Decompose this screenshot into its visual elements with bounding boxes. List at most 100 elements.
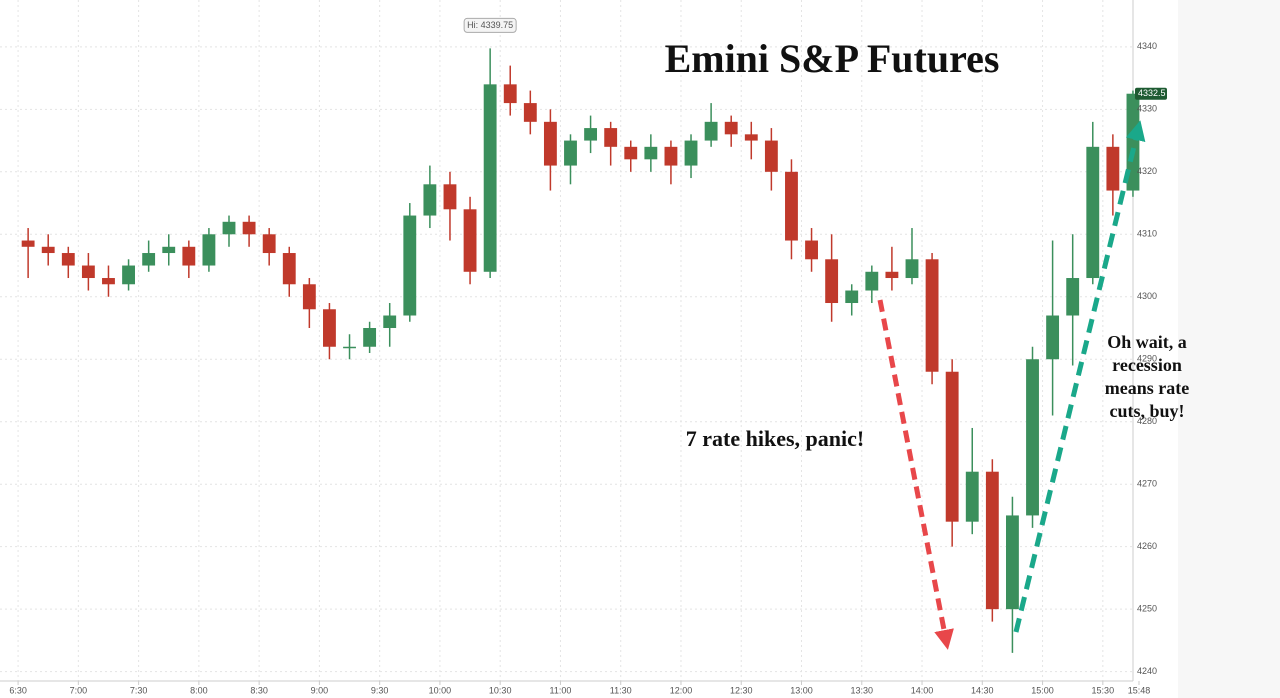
- annotation: Oh wait, a recession means rate cuts, buy!: [1105, 332, 1189, 421]
- grid: [0, 0, 1133, 681]
- candle-body: [825, 259, 839, 304]
- x-tick-label: 11:30: [610, 685, 632, 695]
- candle-body: [202, 234, 216, 266]
- y-tick-label: 4250: [1137, 604, 1157, 614]
- x-tick-label: 15:00: [1031, 685, 1054, 695]
- candle-body: [724, 121, 738, 135]
- candle-body: [624, 146, 638, 160]
- side-panel: [1178, 0, 1280, 698]
- candle-body: [885, 271, 899, 279]
- candle-body: [81, 265, 95, 279]
- candle-body: [704, 121, 718, 141]
- candle-body: [423, 184, 437, 216]
- candle-body: [564, 140, 577, 166]
- x-tick-label: 14:00: [911, 685, 934, 695]
- candle-body: [805, 240, 818, 260]
- candle-body: [523, 103, 537, 122]
- candle-body: [122, 265, 135, 285]
- y-tick-label: 4260: [1137, 541, 1157, 551]
- candle-body: [182, 246, 196, 266]
- candle-body: [604, 128, 618, 147]
- candle-body: [142, 253, 156, 266]
- high-callout: Hi: 4339.75: [467, 20, 513, 30]
- candle-body: [222, 221, 236, 235]
- candle-body: [845, 290, 859, 304]
- candle-body: [102, 278, 115, 285]
- candle-body: [764, 140, 778, 172]
- x-tick-label: 13:30: [851, 685, 874, 695]
- candle-body: [503, 84, 517, 104]
- y-tick-label: 4330: [1137, 104, 1157, 114]
- last-price-box: [1135, 87, 1167, 100]
- annotation: 7 rate hikes, panic!: [686, 426, 864, 451]
- x-tick-label: 11:00: [550, 685, 572, 695]
- candle-body: [1106, 146, 1120, 191]
- annotation-line: cuts, buy!: [1109, 401, 1184, 421]
- candle-body: [785, 171, 798, 241]
- x-tick-label: 9:00: [311, 685, 329, 695]
- candle-body: [925, 259, 939, 372]
- candle-body: [1006, 515, 1019, 610]
- annotation-line: means rate: [1105, 378, 1189, 398]
- candle-body: [21, 240, 35, 247]
- x-tick-label: 10:00: [429, 685, 452, 695]
- x-tick-label: 15:30: [1092, 685, 1115, 695]
- x-tick-label: 7:30: [130, 685, 148, 695]
- x-tick-label: 7:00: [70, 685, 88, 695]
- y-tick-label: 4290: [1137, 354, 1157, 364]
- y-tick-label: 4240: [1137, 666, 1157, 676]
- candle-body: [483, 84, 497, 272]
- chart-title: Emini S&P Futures: [665, 36, 1000, 81]
- x-tick-label: 12:00: [670, 685, 693, 695]
- x-tick-label: 8:30: [250, 685, 268, 695]
- candle-body: [945, 371, 959, 522]
- x-tick-label: 6:30: [9, 685, 27, 695]
- candle-body: [282, 253, 296, 285]
- x-tick-label: 12:30: [730, 685, 753, 695]
- candle-body: [443, 184, 457, 210]
- candle-body: [343, 346, 356, 349]
- candle-body: [1126, 93, 1140, 191]
- up-arrow: [1013, 120, 1146, 633]
- candle-body: [1086, 146, 1100, 279]
- down-arrow: [877, 299, 954, 650]
- candle-body: [323, 309, 336, 347]
- x-tick-label: 9:30: [371, 685, 389, 695]
- last-price-label: 4332.5: [1138, 88, 1166, 98]
- x-tick-label: 13:00: [790, 685, 813, 695]
- candle-body: [363, 328, 377, 347]
- annotation-line: recession: [1112, 355, 1182, 375]
- annotation-line: Oh wait, a: [1107, 332, 1187, 352]
- candle-body: [584, 128, 598, 141]
- x-tick-label: 15:48: [1128, 685, 1151, 695]
- candle-body: [543, 121, 557, 166]
- candle-body: [865, 271, 879, 291]
- x-tick-label: 10:30: [489, 685, 512, 695]
- candle-body: [664, 146, 678, 166]
- candle-body: [162, 246, 176, 254]
- candle-body: [644, 146, 658, 160]
- y-tick-label: 4310: [1137, 229, 1157, 239]
- high-callout-box: [463, 17, 517, 33]
- candle-body: [61, 253, 75, 266]
- x-tick-label: 8:00: [190, 685, 208, 695]
- candle-body: [242, 221, 256, 235]
- candle-body: [403, 215, 417, 316]
- candle-body: [905, 259, 919, 279]
- y-tick-label: 4300: [1137, 291, 1157, 301]
- candle-body: [302, 284, 316, 310]
- candle-body: [383, 315, 397, 329]
- candle-body: [684, 140, 698, 166]
- candle-body: [744, 134, 758, 141]
- candle-body: [1046, 315, 1060, 360]
- candle-body: [965, 471, 979, 522]
- y-tick-label: 4320: [1137, 166, 1157, 176]
- y-tick-label: 4340: [1137, 41, 1157, 51]
- candle-body: [1066, 278, 1080, 316]
- candle-body: [1026, 359, 1039, 516]
- x-tick-label: 14:30: [971, 685, 994, 695]
- y-tick-label: 4280: [1137, 416, 1157, 426]
- candle-body: [41, 246, 55, 254]
